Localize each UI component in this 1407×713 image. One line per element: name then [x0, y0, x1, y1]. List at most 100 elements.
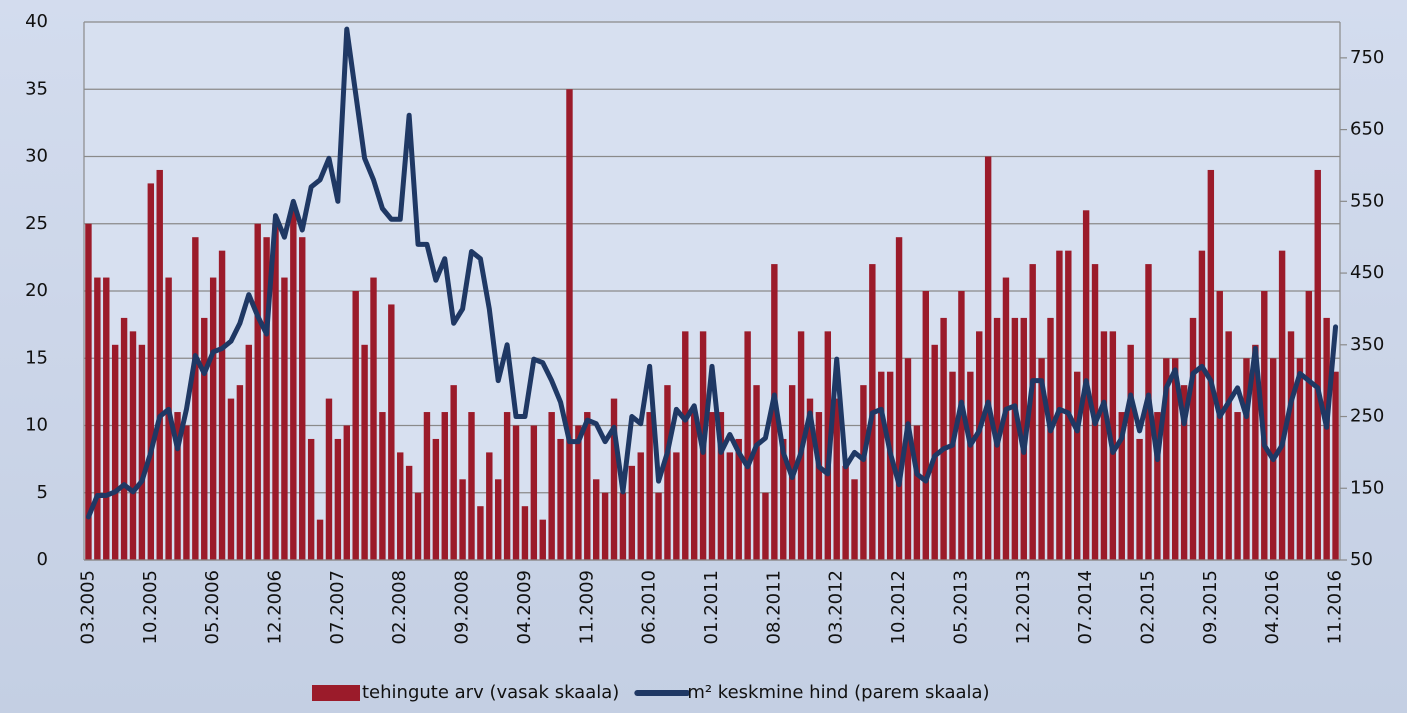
- bar: [495, 479, 502, 560]
- bar: [361, 344, 368, 560]
- y2-tick-label: 550: [1350, 190, 1384, 211]
- bar: [1118, 412, 1125, 560]
- bar: [753, 385, 760, 560]
- bar: [1287, 331, 1295, 560]
- bar: [664, 385, 671, 560]
- bar: [682, 331, 689, 560]
- bar: [601, 492, 609, 560]
- bar: [120, 317, 128, 560]
- legend-label: m² keskmine hind (parem skaala): [687, 682, 989, 703]
- bar: [922, 291, 929, 560]
- bar: [771, 264, 778, 560]
- bar: [628, 465, 636, 560]
- y2-tick-label: 650: [1350, 119, 1384, 140]
- bar: [530, 425, 538, 560]
- bar: [192, 237, 199, 560]
- bar: [486, 452, 493, 560]
- bar: [1332, 371, 1339, 560]
- y2-tick-label: 150: [1350, 477, 1384, 498]
- bar: [735, 438, 742, 560]
- bar: [744, 331, 751, 560]
- bar: [1171, 358, 1179, 560]
- y-tick-label: 40: [25, 11, 48, 32]
- y-tick-label: 10: [25, 415, 48, 436]
- bar: [343, 425, 350, 560]
- bar: [762, 492, 769, 560]
- bar: [441, 412, 448, 560]
- x-tick-label: 05.2006: [202, 570, 223, 644]
- x-tick-label: 03.2012: [826, 570, 847, 644]
- bar: [958, 291, 965, 560]
- bar: [111, 344, 119, 560]
- bar: [717, 412, 725, 560]
- bar: [245, 344, 253, 560]
- bar: [147, 183, 155, 560]
- bar: [1225, 331, 1232, 560]
- bar: [254, 223, 261, 560]
- bar: [1154, 412, 1161, 560]
- bar: [468, 412, 475, 560]
- line: [85, 26, 1339, 520]
- bar: [290, 210, 297, 561]
- bar: [1252, 344, 1259, 560]
- bar: [806, 398, 814, 560]
- bar: [886, 371, 894, 560]
- x-tick-label: 03.2005: [77, 570, 98, 644]
- bar: [307, 438, 315, 560]
- y2-tick-label: 450: [1350, 262, 1384, 283]
- bar: [85, 223, 92, 560]
- bar: [405, 465, 413, 560]
- y-tick-label: 25: [25, 213, 48, 234]
- bar: [1207, 169, 1215, 560]
- legend-label: tehingute arv (vasak skaala): [362, 682, 619, 703]
- x-tick-label: 02.2008: [389, 570, 410, 644]
- x-tick-label: 09.2015: [1200, 570, 1221, 644]
- bar: [1323, 317, 1330, 560]
- bar: [183, 425, 190, 560]
- x-tick-label: 08.2011: [763, 570, 784, 644]
- x-tick-label: 11.2009: [576, 570, 597, 644]
- bar: [94, 277, 101, 560]
- x-tick-label: 05.2013: [950, 570, 971, 644]
- bar: [690, 412, 698, 560]
- bar: [156, 169, 163, 560]
- y-tick-label: 30: [25, 146, 48, 167]
- bar: [227, 398, 235, 560]
- bar: [1056, 250, 1063, 560]
- bar: [521, 506, 529, 560]
- bar: [352, 291, 359, 560]
- legend-swatch: [312, 685, 360, 701]
- bar: [432, 438, 440, 560]
- bar: [967, 371, 974, 560]
- bar: [1127, 344, 1134, 560]
- bar: [209, 277, 217, 560]
- x-tick-label: 09.2008: [452, 570, 473, 644]
- y2-tick-label: 750: [1350, 47, 1384, 68]
- bar: [1065, 250, 1072, 560]
- bar: [976, 331, 983, 560]
- x-tick-label: 07.2014: [1075, 570, 1096, 644]
- bar: [584, 412, 591, 560]
- x-tick-label: 06.2010: [639, 570, 660, 644]
- bar: [610, 398, 618, 560]
- bar: [1198, 250, 1206, 560]
- bar: [316, 519, 324, 560]
- bar: [379, 412, 386, 560]
- bar: [815, 412, 823, 560]
- bar: [281, 277, 288, 560]
- bar: [575, 425, 582, 560]
- bar: [548, 412, 555, 560]
- bar: [512, 425, 520, 560]
- y2-tick-label: 350: [1350, 334, 1384, 355]
- bar: [459, 479, 466, 560]
- x-tick-label: 10.2005: [140, 570, 161, 644]
- bar: [299, 237, 306, 560]
- bar: [726, 452, 734, 560]
- bar: [949, 371, 956, 560]
- y-tick-label: 20: [25, 280, 48, 301]
- bar: [1136, 438, 1143, 560]
- bar: [913, 425, 921, 560]
- y-tick-label: 5: [37, 482, 48, 503]
- bar: [218, 250, 226, 560]
